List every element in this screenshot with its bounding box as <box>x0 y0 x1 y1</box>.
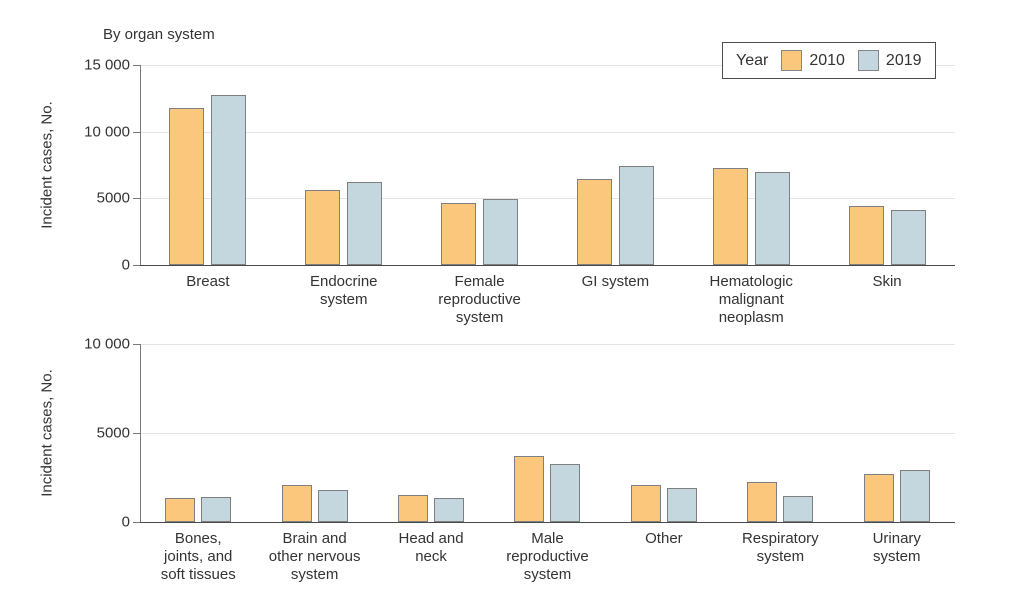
y-tick-label-5000: 5000 <box>96 189 130 207</box>
bar-group-brain-and-other-nervous-system <box>256 344 372 522</box>
category-label-hematologic-malignant-neoplasm: Hematologic malignant neoplasm <box>709 273 793 326</box>
y-tick-15000 <box>133 65 140 66</box>
bar-group-endocrine-system <box>276 65 412 265</box>
y-tick-5000 <box>133 198 140 200</box>
category-label-brain-and-other-nervous-system: Brain and other nervous system <box>268 530 361 583</box>
category-label-male-reproductive-system: Male reproductive system <box>506 530 589 583</box>
legend-item-2019: 2019 <box>857 50 922 71</box>
bar-group-respiratory-system <box>722 344 838 522</box>
bar-2010-gi-system <box>576 179 612 265</box>
bar-groups <box>140 65 955 265</box>
bar-2010-brain-and-other-nervous-system <box>281 484 312 522</box>
bar-group-head-and-neck <box>373 344 489 522</box>
y-tick-label-0: 0 <box>121 513 130 531</box>
bar-2019-urinary-system <box>899 470 930 522</box>
bar-2010-female-reproductive-system <box>441 203 477 265</box>
bar-group-male-reproductive-system <box>489 344 605 522</box>
bar-2019-female-reproductive-system <box>483 199 519 265</box>
legend-swatch-2019 <box>857 50 879 71</box>
bar-2010-breast <box>169 107 205 265</box>
category-labels: Breast Endocrine system Female reproductiv… <box>140 273 955 327</box>
legend-label: 2019 <box>885 51 922 69</box>
gridline-10000 <box>140 131 955 133</box>
category-label-respiratory-system: Respiratory system <box>741 530 819 565</box>
gridline-15000 <box>140 65 955 66</box>
bar-2010-endocrine-system <box>305 189 341 265</box>
bar-2010-male-reproductive-system <box>514 456 545 522</box>
bar-2010-respiratory-system <box>747 481 778 522</box>
category-label-gi-system: GI system <box>581 273 650 290</box>
figure-title: By organ system <box>103 26 215 43</box>
bar-2019-respiratory-system <box>783 496 814 522</box>
y-axis-title: Incident cases, No. <box>38 101 56 229</box>
category-label-female-reproductive-system: Female reproductive system <box>438 273 521 326</box>
bar-2019-brain-and-other-nervous-system <box>317 489 348 522</box>
bar-group-breast <box>140 65 276 265</box>
bar-2019-endocrine-system <box>347 181 383 265</box>
y-axis-title: Incident cases, No. <box>38 369 56 497</box>
category-label-endocrine-system: Endocrine system <box>309 273 378 308</box>
y-tick-5000 <box>133 433 140 434</box>
bar-2019-hematologic-malignant-neoplasm <box>754 171 790 265</box>
x-axis-line <box>140 264 955 266</box>
y-tick-10000 <box>133 131 140 133</box>
bar-2010-hematologic-malignant-neoplasm <box>712 167 748 265</box>
y-tick-10000 <box>133 344 140 345</box>
bar-group-urinary-system <box>839 344 955 522</box>
legend-title: Year <box>736 51 769 69</box>
bar-2010-bones-joints-and-soft-tissues <box>165 497 196 522</box>
bar-group-female-reproductive-system <box>412 65 548 265</box>
legend-swatch-2010 <box>781 50 803 71</box>
category-label-head-and-neck: Head and neck <box>398 530 464 565</box>
bar-2019-bones-joints-and-soft-tissues <box>201 497 232 522</box>
plot-area-top: 0 5000 10 000 15 000 <box>84 57 955 274</box>
bar-2019-gi-system <box>618 166 654 265</box>
y-tick-label-0: 0 <box>121 256 130 274</box>
category-label-urinary-system: Urinary system <box>872 530 921 565</box>
bar-group-skin <box>819 65 955 265</box>
bar-2010-other <box>630 484 661 522</box>
legend: Year 2010 2019 <box>722 42 936 79</box>
y-tick-label-10000: 10 000 <box>84 335 130 353</box>
category-label-other: Other <box>645 530 683 547</box>
bar-2010-skin <box>848 205 884 265</box>
y-axis-line <box>140 344 141 522</box>
bar-2019-skin <box>890 209 926 265</box>
bar-2019-other <box>666 488 697 522</box>
gridline-10000 <box>140 344 955 345</box>
y-tick-0 <box>133 265 140 266</box>
x-axis-line <box>140 521 955 523</box>
y-tick-label-10000: 10 000 <box>84 123 130 141</box>
bar-groups <box>140 344 955 522</box>
bar-2010-urinary-system <box>863 473 894 522</box>
bar-group-other <box>606 344 722 522</box>
bar-group-gi-system <box>547 65 683 265</box>
bar-2019-breast <box>211 95 247 265</box>
y-tick-0 <box>133 522 140 523</box>
plot-area-bottom: 0 5000 10 000 <box>84 336 955 531</box>
y-axis-line <box>140 65 141 265</box>
category-label-bones-joints-and-soft-tissues: Bones, joints, and soft tissues <box>160 530 236 583</box>
bar-2019-male-reproductive-system <box>550 464 581 522</box>
bar-2010-head-and-neck <box>398 495 429 522</box>
category-labels: Bones, joints, and soft tissues Brain and… <box>140 530 955 584</box>
gridline-5000 <box>140 433 955 434</box>
legend-label: 2010 <box>809 51 845 69</box>
gridline-5000 <box>140 198 955 200</box>
category-label-breast: Breast <box>186 273 230 290</box>
y-tick-label-15000: 15 000 <box>84 56 130 74</box>
y-tick-label-5000: 5000 <box>96 424 130 442</box>
legend-item-2010: 2010 <box>781 50 845 71</box>
bar-group-bones-joints-and-soft-tissues <box>140 344 256 522</box>
bar-2019-head-and-neck <box>434 497 465 522</box>
bar-group-hematologic-malignant-neoplasm <box>683 65 819 265</box>
category-label-skin: Skin <box>872 273 902 290</box>
